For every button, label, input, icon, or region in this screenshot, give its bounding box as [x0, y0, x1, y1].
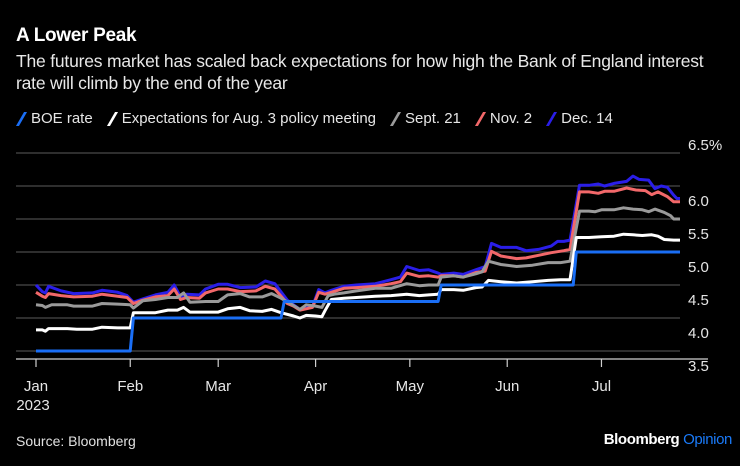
x-tick-label: May [396, 378, 425, 395]
series-line-boe-rate [36, 250, 680, 353]
y-tick-label: 4.5 [688, 292, 709, 309]
legend-item-dec-14: Dec. 14 [546, 110, 613, 127]
series-line-sept-21 [35, 206, 680, 311]
x-tick-label: Jul [592, 378, 611, 395]
y-tick-label: 5.0 [688, 259, 709, 276]
brand-main: Bloomberg [603, 431, 680, 448]
legend-swatch-dec-14 [546, 111, 558, 126]
y-tick-label: 3.5 [688, 358, 709, 375]
brand-accent: Opinion [683, 431, 732, 448]
y-tick-label: 6.0 [688, 193, 709, 210]
brand-logo: Bloomberg Opinion [603, 431, 733, 448]
legend-label: Expectations for Aug. 3 policy meeting [121, 110, 377, 127]
series-line-expectations-for-aug-3-policy-meeting [36, 232, 680, 333]
x-axis: Jan 2023 Feb Mar Apr May Jun Jul [16, 358, 708, 410]
chart-title: A Lower Peak [16, 25, 137, 46]
legend-swatch-aug-3 [106, 111, 118, 126]
series-line-dec-14 [34, 174, 680, 311]
legend-label: Dec. 14 [561, 110, 613, 127]
y-tick-label: 5.5 [688, 226, 709, 243]
legend-label: Sept. 21 [405, 110, 461, 127]
legend-item-aug-3: Expectations for Aug. 3 policy meeting [106, 110, 377, 127]
legend-swatch-sept-21 [389, 111, 402, 126]
x-tick-label: Mar [205, 378, 231, 395]
x-tick-label: Apr [304, 378, 327, 395]
line-chart: 3.5 4.0 4.5 5.0 5.5 6.0 6.5% Jan 2023 Feb Mar Apr M… [16, 140, 722, 410]
chart-subtitle: The futures market has scaled back expec… [16, 51, 704, 93]
source-note: Source: Bloomberg [16, 433, 136, 449]
legend-item-boe-rate: BOE rate [15, 110, 93, 127]
legend-item-sept-21: Sept. 21 [389, 110, 461, 127]
x-tick-label: Jan [24, 378, 48, 395]
x-tick-label: Feb [117, 378, 143, 395]
y-tick-label: 4.0 [688, 325, 709, 342]
legend-item-nov-2: Nov. 2 [474, 110, 533, 127]
legend: BOE rate Expectations for Aug. 3 policy … [15, 110, 627, 127]
x-tick-label: Jun [495, 378, 519, 395]
legend-swatch-nov-2 [474, 111, 486, 126]
series-lines [34, 174, 680, 353]
y-axis-labels: 3.5 4.0 4.5 5.0 5.5 6.0 6.5% [688, 140, 722, 375]
y-tick-label: 6.5% [688, 140, 722, 154]
legend-swatch-boe-rate [15, 111, 28, 126]
x-tick-sublabel: 2023 [16, 397, 49, 410]
legend-label: Nov. 2 [489, 110, 533, 127]
legend-label: BOE rate [31, 110, 93, 127]
